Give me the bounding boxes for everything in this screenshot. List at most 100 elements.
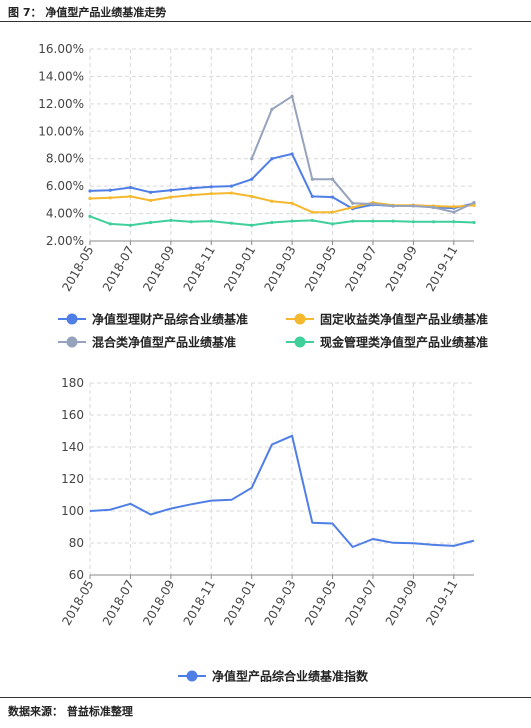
x-tick-label: 2018-05 (59, 244, 96, 294)
y-tick-label: 60 (69, 568, 84, 582)
data-point (149, 190, 153, 194)
y-tick-label: 120 (61, 472, 84, 486)
data-point (310, 177, 314, 181)
data-point (310, 210, 314, 214)
legend-marker (66, 336, 78, 348)
legend-marker (66, 313, 78, 325)
data-point (88, 189, 92, 193)
data-point (290, 219, 294, 223)
x-tick-label: 2019-11 (423, 244, 460, 294)
y-tick-label: 2.00% (46, 234, 84, 248)
y-tick-label: 6.00% (46, 179, 84, 193)
y-tick-label: 16.00% (38, 42, 84, 56)
top-rule (0, 21, 531, 22)
data-point (330, 195, 335, 199)
x-tick-label: 2018-09 (140, 578, 177, 628)
data-point (472, 203, 476, 207)
data-point (330, 222, 335, 226)
data-point (290, 94, 294, 98)
data-point (169, 188, 173, 192)
data-point (310, 194, 314, 199)
data-point (411, 220, 415, 224)
legend-marker (294, 336, 306, 348)
data-point (108, 188, 112, 192)
y-tick-label: 180 (61, 376, 84, 390)
y-tick-label: 160 (61, 408, 84, 422)
legend-marker (294, 313, 306, 325)
data-point (209, 185, 213, 189)
figure-title: 图 7： 净值型产品业绩基准走势 (8, 6, 167, 19)
series-line-2 (89, 192, 475, 214)
legend-label: 净值型产品综合业绩基准指数 (212, 669, 369, 684)
data-point (209, 219, 213, 223)
data-point (310, 218, 314, 223)
data-point (88, 196, 92, 201)
data-point (472, 220, 476, 225)
data-point (330, 177, 335, 181)
x-tick-label: 2018-05 (59, 578, 96, 628)
data-point (250, 194, 254, 199)
data-point (351, 219, 355, 223)
series-line-4 (89, 215, 475, 227)
data-point (351, 201, 355, 205)
legend-label: 混合类净值型产品业绩基准 (92, 335, 236, 350)
legend-label: 固定收益类净值型产品业绩基准 (320, 312, 488, 327)
legend-marker (186, 670, 198, 682)
x-tick-label: 2018-11 (181, 578, 218, 628)
y-tick-label: 10.00% (38, 124, 84, 138)
data-point (189, 193, 193, 197)
data-point (290, 201, 294, 205)
x-tick-label: 2019-01 (221, 578, 258, 628)
data-point (189, 220, 193, 224)
data-point (250, 223, 254, 227)
y-tick-label: 80 (69, 536, 84, 550)
x-tick-label: 2019-07 (342, 578, 379, 628)
data-point (250, 177, 254, 181)
y-tick-label: 4.00% (46, 207, 84, 221)
data-point (391, 204, 395, 208)
y-tick-label: 100 (61, 504, 84, 518)
x-tick-label: 2018-11 (181, 244, 218, 294)
legend-label: 净值型理财产品综合业绩基准 (92, 312, 248, 327)
data-point (330, 210, 335, 214)
x-tick-label: 2019-11 (423, 578, 460, 628)
data-point (229, 191, 234, 195)
data-point (128, 194, 133, 199)
bottom-rule (0, 697, 531, 698)
data-point (431, 220, 436, 224)
data-point (169, 218, 173, 223)
x-tick-label: 2019-05 (302, 578, 339, 628)
data-point (431, 205, 436, 209)
data-point (472, 201, 476, 205)
x-tick-label: 2018-07 (100, 244, 137, 294)
series-line-1 (89, 434, 475, 548)
x-tick-label: 2019-09 (383, 578, 420, 628)
x-tick-label: 2019-05 (302, 244, 339, 294)
data-point (250, 157, 254, 161)
data-point (209, 192, 213, 196)
source-note: 数据来源： 普益标准整理 (8, 705, 133, 718)
data-point (290, 152, 294, 156)
x-tick-label: 2019-03 (262, 578, 299, 628)
chart-benchmark-index: 60 80 100 120 140 160 180 2018-05 2018-07 2018-09… (59, 376, 475, 684)
data-point (88, 214, 92, 218)
data-point (128, 185, 133, 190)
data-point (411, 204, 415, 208)
x-tick-label: 2018-09 (140, 244, 177, 294)
data-point (371, 219, 375, 223)
x-tick-label: 2019-03 (262, 244, 299, 294)
chart-benchmark-rates: 2.00% 4.00% 6.00% 8.00% 10.00% 12.00% 14.00% 16… (38, 42, 488, 350)
data-point (229, 184, 234, 188)
data-point (149, 198, 153, 203)
data-point (108, 222, 112, 226)
x-tick-label: 2019-09 (383, 244, 420, 294)
data-point (169, 195, 173, 199)
data-point (270, 157, 274, 161)
data-point (270, 107, 274, 111)
series-line-3 (250, 95, 475, 214)
y-tick-label: 12.00% (38, 97, 84, 111)
data-point (452, 220, 456, 224)
y-tick-label: 140 (61, 440, 84, 454)
y-tick-label: 14.00% (38, 69, 84, 83)
legend-label: 现金管理类净值型产品业绩基准 (320, 335, 488, 350)
